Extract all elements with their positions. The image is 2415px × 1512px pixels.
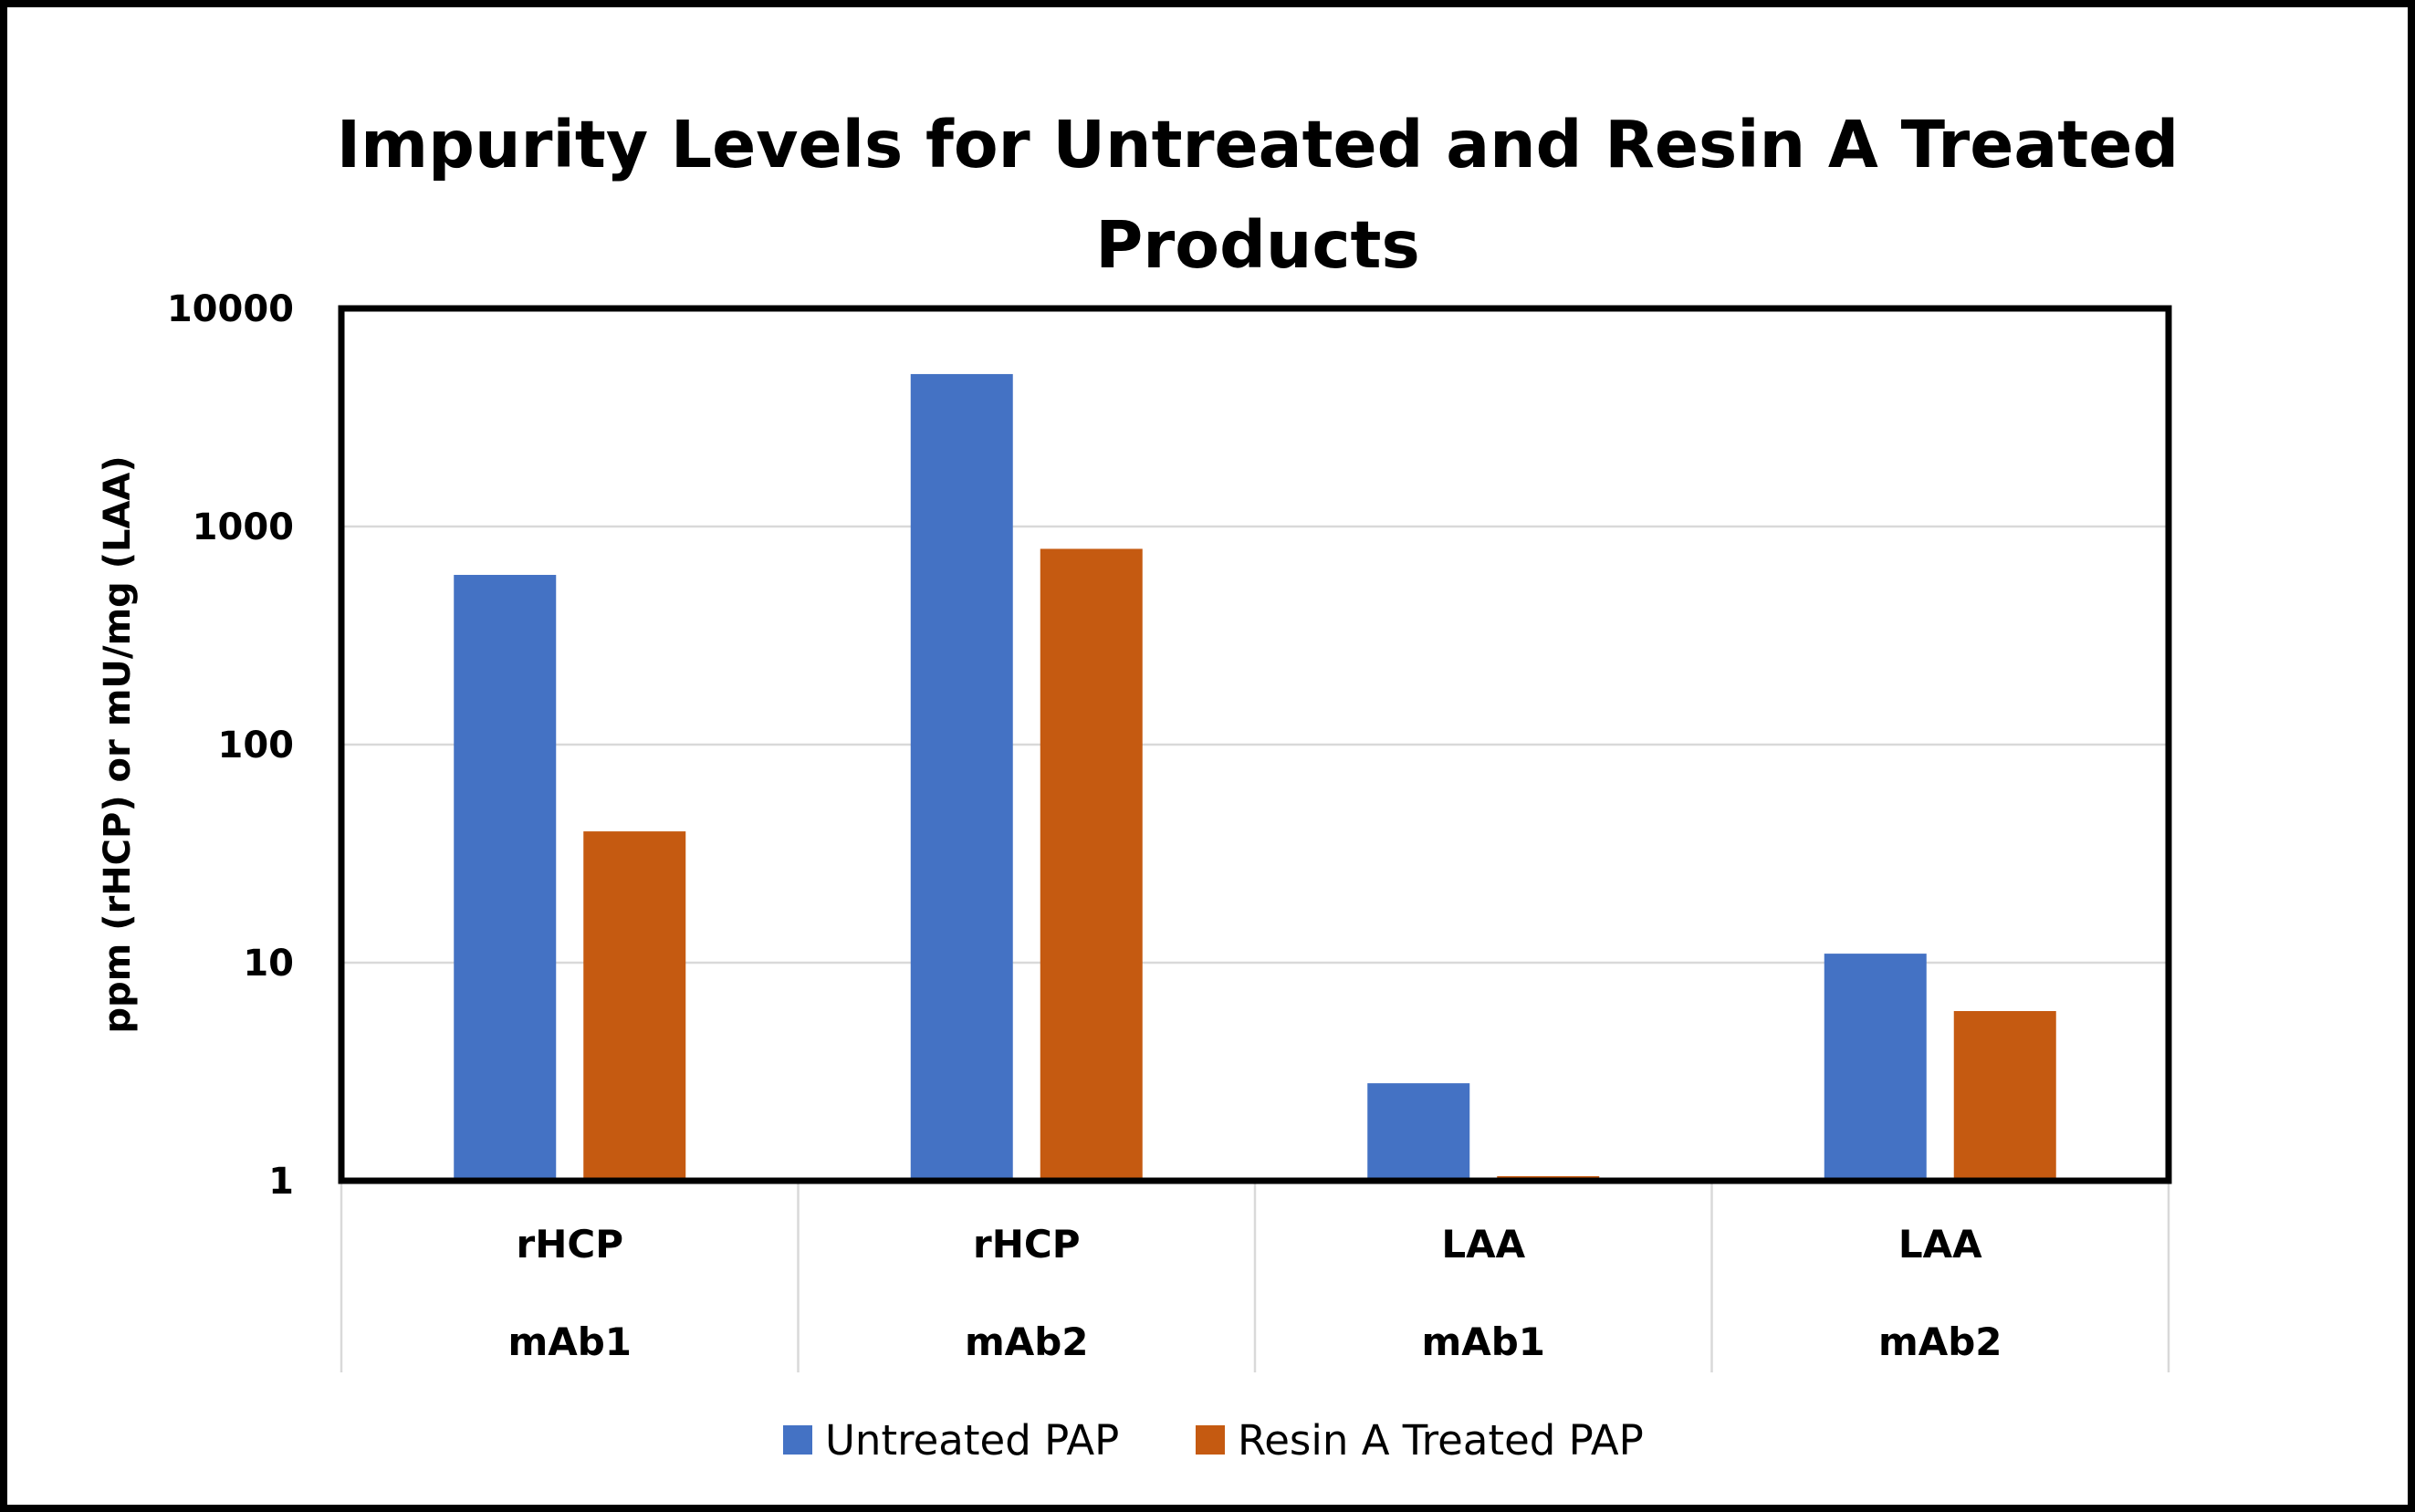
y-axis-label: ppm (rHCP) or mU/mg (LAA) (97, 455, 139, 1033)
category-group-label: mAb1 (1421, 1319, 1545, 1364)
legend-label-resin-a-treated: Resin A Treated PAP (1238, 1416, 1644, 1465)
y-tick-label-10000: 10000 (167, 288, 294, 330)
bar-untreated-laa-mab2 (1824, 954, 1927, 1181)
category-label: LAA (1898, 1222, 1982, 1267)
plot-area-border (338, 305, 2172, 1184)
bar-resin-a-treated-rhcp-mab2 (1040, 548, 1143, 1181)
legend-label-untreated: Untreated PAP (825, 1416, 1119, 1465)
category-label: rHCP (973, 1222, 1080, 1267)
y-tick-label-1: 1 (268, 1161, 294, 1203)
y-tick-label-1000: 1000 (193, 506, 294, 548)
bar-resin-a-treated-rhcp-mab1 (583, 831, 686, 1181)
bar-untreated-laa-mab1 (1367, 1083, 1470, 1181)
bar-untreated-rhcp-mab1 (454, 575, 557, 1181)
y-tick-label-10: 10 (243, 943, 294, 985)
category-group-label: mAb1 (507, 1319, 632, 1364)
category-group-label: mAb2 (965, 1319, 1089, 1364)
y-axis-ticks: 1 10 100 1000 10000 (167, 288, 294, 1203)
chart-title-line-1: Impurity Levels for Untreated and Resin … (337, 107, 2179, 182)
category-label: LAA (1441, 1222, 1525, 1267)
category-label: rHCP (517, 1222, 623, 1267)
bar-resin-a-treated-laa-mab2 (1953, 1011, 2056, 1181)
category-group-label: mAb2 (1878, 1319, 2002, 1364)
legend-swatch-untreated (783, 1425, 812, 1455)
legend: Untreated PAP Resin A Treated PAP (783, 1416, 1644, 1465)
chart-title-line-2: Products (1095, 207, 1420, 283)
bar-untreated-rhcp-mab2 (910, 373, 1013, 1181)
y-tick-label-100: 100 (218, 725, 295, 766)
bars (454, 373, 2056, 1181)
legend-swatch-resin-a-treated (1196, 1425, 1225, 1455)
